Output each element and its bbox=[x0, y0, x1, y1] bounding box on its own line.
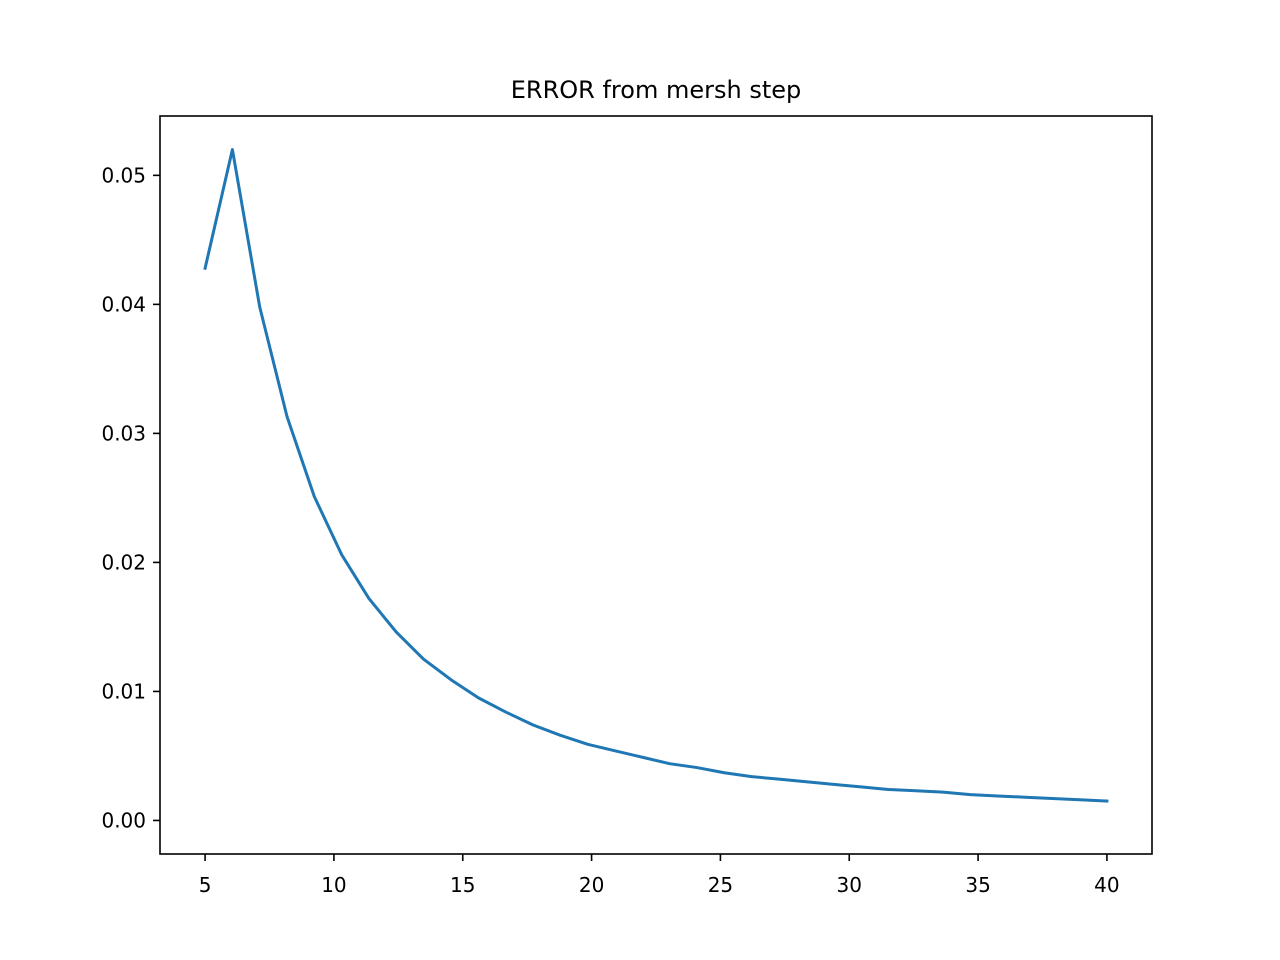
plot-lines bbox=[203, 148, 1109, 803]
plot-frame bbox=[159, 115, 1153, 855]
y-tick-label: 0.01 bbox=[101, 679, 146, 703]
x-tick-label: 40 bbox=[1094, 873, 1119, 897]
x-tick-label: 25 bbox=[708, 873, 733, 897]
chart-title: ERROR from mersh step bbox=[511, 76, 801, 104]
x-tick-label: 20 bbox=[579, 873, 604, 897]
x-tick-label: 30 bbox=[837, 873, 862, 897]
series-line bbox=[203, 148, 1109, 803]
x-tick-label: 35 bbox=[965, 873, 990, 897]
x-tick-label: 15 bbox=[450, 873, 475, 897]
x-axis-ticks: 5 10 15 20 25 30 35 40 bbox=[199, 854, 1120, 897]
y-tick-label: 0.03 bbox=[101, 421, 146, 445]
x-tick-label: 5 bbox=[199, 873, 212, 897]
x-tick-label: 10 bbox=[321, 873, 346, 897]
y-axis-ticks: 0.00 0.01 0.02 0.03 0.04 0.05 bbox=[101, 163, 160, 832]
y-tick-label: 0.02 bbox=[101, 550, 146, 574]
y-tick-label: 0.04 bbox=[101, 292, 146, 316]
y-tick-label: 0.05 bbox=[101, 163, 146, 187]
y-tick-label: 0.00 bbox=[101, 808, 146, 832]
